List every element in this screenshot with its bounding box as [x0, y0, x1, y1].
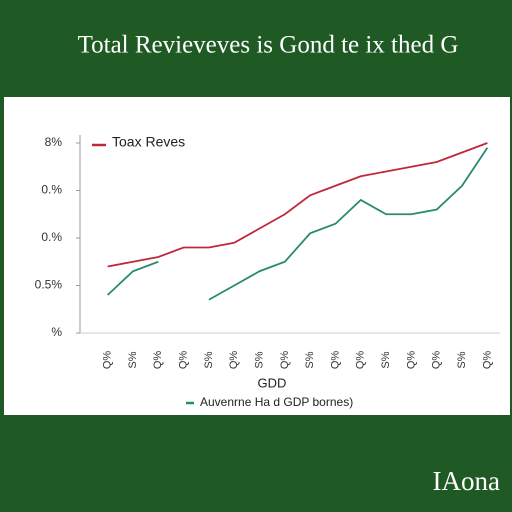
x-tick-label: Q% — [329, 351, 341, 370]
x-tick-label: Q% — [178, 351, 190, 370]
x-tick-label: S% — [253, 351, 265, 368]
x-tick-label: Q% — [405, 351, 417, 370]
y-tick-label: 8% — [45, 135, 63, 149]
x-tick-label: S% — [304, 351, 316, 368]
brand: IAona — [433, 466, 500, 496]
chart-title: Total Revieveves is Gond te ix thed G — [78, 32, 459, 59]
x-tick-label: S% — [203, 351, 215, 368]
x-tick-label: Q% — [152, 351, 164, 370]
y-tick-label: 0.% — [41, 183, 62, 197]
legend-label: Toax Reves — [112, 134, 185, 150]
y-tick-label: 0.5% — [35, 278, 63, 292]
series-line — [107, 142, 488, 268]
series-line — [107, 147, 489, 301]
chart-panel — [4, 97, 510, 415]
x-tick-label: S% — [456, 351, 468, 368]
x-tick-label: Q% — [431, 351, 443, 370]
x-tick-label: Q% — [481, 351, 493, 370]
x-axis-label: GDD — [258, 375, 287, 390]
x-tick-label: Q% — [228, 351, 240, 370]
x-tick-label: Q% — [355, 351, 367, 370]
y-tick-label: 0.% — [41, 230, 62, 244]
x-tick-label: Q% — [102, 351, 114, 370]
x-tick-label: Q% — [279, 351, 291, 370]
legend-label: Auvenrne Ha d GDP bornes) — [200, 395, 353, 409]
y-tick-label: % — [51, 325, 62, 339]
x-tick-label: S% — [127, 351, 139, 368]
x-tick-label: S% — [380, 351, 392, 368]
